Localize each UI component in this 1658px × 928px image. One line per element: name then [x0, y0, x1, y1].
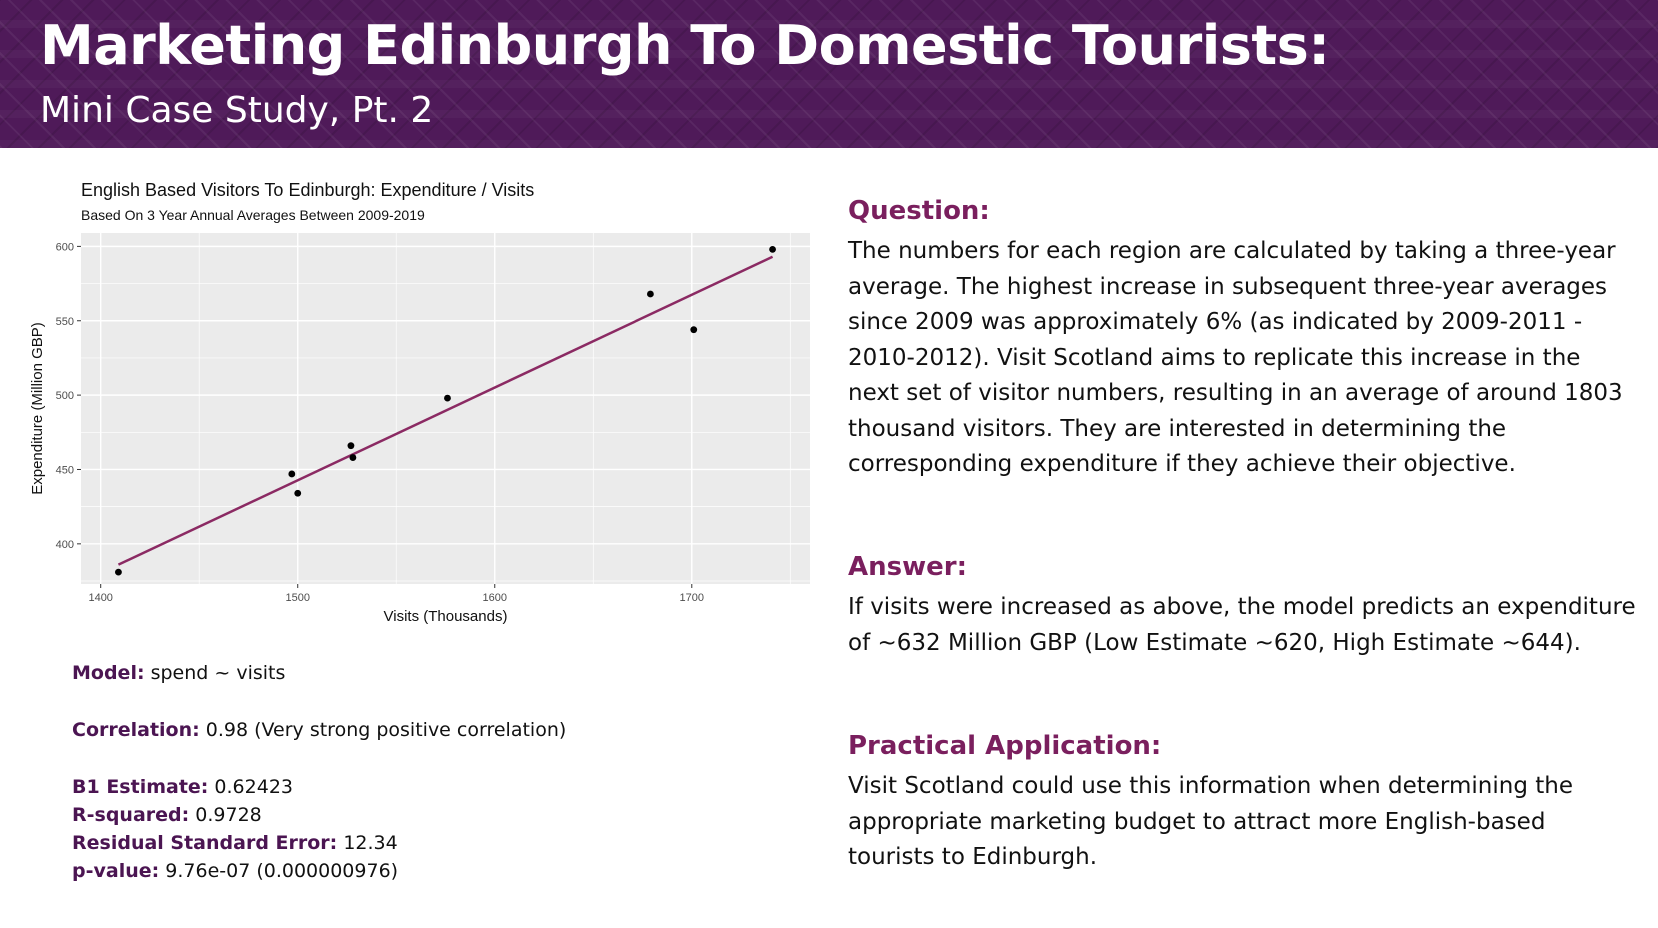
data-point: [115, 568, 122, 576]
application-heading: Practical Application:: [848, 731, 1162, 761]
stat-rsq-value: 0.9728: [189, 804, 262, 826]
page-subtitle: Mini Case Study, Pt. 2: [40, 90, 434, 131]
stat-b1-label: B1 Estimate:: [72, 776, 209, 798]
header-banner: Marketing Edinburgh To Domestic Tourists…: [0, 0, 1658, 148]
stat-rse: Residual Standard Error: 12.34: [72, 832, 398, 854]
grid-major: [81, 233, 810, 584]
stat-correlation-label: Correlation:: [72, 719, 200, 741]
stat-correlation: Correlation: 0.98 (Very strong positive …: [72, 719, 566, 741]
stat-correlation-value: 0.98 (Very strong positive correlation): [199, 719, 567, 741]
y-axis-label: Expenditure (Million GBP): [29, 322, 46, 495]
x-tick-label: 1600: [483, 592, 507, 604]
application-body: Visit Scotland could use this informatio…: [848, 773, 1573, 870]
y-tick-label: 550: [56, 316, 74, 328]
chart-title: English Based Visitors To Edinburgh: Exp…: [81, 180, 534, 200]
question-body: The numbers for each region are calculat…: [848, 238, 1623, 477]
x-tick-label: 1400: [88, 592, 112, 604]
data-point: [294, 489, 302, 497]
data-point: [690, 326, 698, 334]
y-tick-label: 500: [56, 390, 74, 402]
page-title: Marketing Edinburgh To Domestic Tourists…: [40, 14, 1330, 77]
stat-pvalue-value: 9.76e-07 (0.000000976): [159, 860, 399, 882]
stat-model-value: spend ~ visits: [144, 662, 286, 684]
x-tick-label: 1700: [680, 592, 704, 604]
y-tick-label: 400: [56, 539, 74, 551]
y-tick-label: 450: [56, 464, 74, 476]
data-point: [647, 290, 654, 298]
chart-subtitle: Based On 3 Year Annual Averages Between …: [81, 207, 425, 223]
answer-heading: Answer:: [848, 552, 967, 582]
stat-model: Model: spend ~ visits: [72, 662, 285, 684]
stat-rsq-label: R-squared:: [72, 804, 190, 826]
data-point: [347, 442, 355, 450]
x-axis-label: Visits (Thousands): [384, 608, 508, 625]
data-point: [349, 454, 357, 461]
question-heading: Question:: [848, 196, 990, 226]
data-points: [115, 245, 776, 576]
x-tick-label: 1500: [285, 592, 309, 604]
stat-rsq: R-squared: 0.9728: [72, 804, 262, 826]
stat-pvalue: p-value: 9.76e-07 (0.000000976): [72, 860, 398, 882]
chart-svg: English Based Visitors To Edinburgh: Exp…: [29, 180, 810, 625]
data-point: [769, 245, 776, 253]
stat-b1: B1 Estimate: 0.62423: [72, 776, 293, 798]
stat-rse-label: Residual Standard Error:: [72, 832, 338, 854]
grid-minor: [81, 233, 810, 584]
regression-line: [117, 255, 774, 566]
axis-tick-labels: 1400 1500 1600 1700 400 450 500 550 600: [56, 241, 704, 604]
data-point: [288, 470, 296, 478]
stat-pvalue-label: p-value:: [72, 860, 160, 882]
data-point: [444, 394, 451, 402]
y-tick-label: 600: [56, 241, 74, 253]
axis-ticks: [77, 245, 693, 588]
scatter-chart: English Based Visitors To Edinburgh: Exp…: [20, 168, 820, 663]
stat-rse-value: 12.34: [337, 832, 398, 854]
answer-body: If visits were increased as above, the m…: [848, 594, 1636, 656]
stat-model-label: Model:: [72, 662, 145, 684]
stat-b1-value: 0.62423: [208, 776, 293, 798]
